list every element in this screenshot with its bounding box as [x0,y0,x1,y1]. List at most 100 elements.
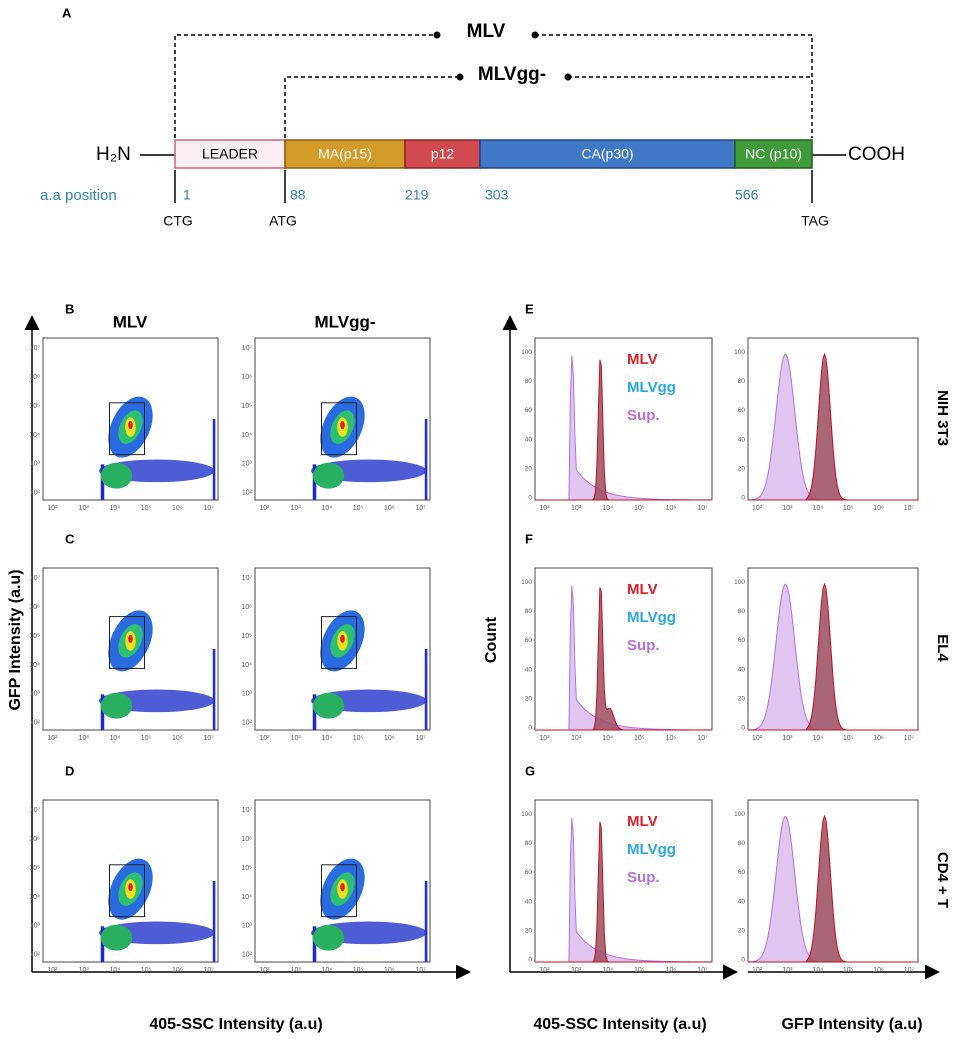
y-tick-label: 10⁶ [29,836,40,843]
x-tick-label: 10² [539,967,550,974]
density [312,926,317,962]
y-tick-label: 0 [528,495,532,502]
density [340,883,345,892]
x-tick-label: 10⁶ [172,735,183,742]
density [312,462,345,489]
y-tick-label: 60 [525,637,533,644]
y-tick-label: 10³ [242,923,253,930]
gate [321,402,357,456]
domain-label: p12 [431,146,455,162]
density [312,692,345,719]
gate [109,616,145,669]
legend-entry: MLVgg [627,841,676,858]
y-tick-label: 0 [528,725,532,732]
x-tick-label: 10² [752,735,763,742]
x-tick-label: 10⁴ [109,967,120,974]
legend-entry: MLVgg [627,379,676,396]
x-tick-label: 10⁵ [843,967,854,974]
legend-entry: Sup. [627,407,660,424]
x-tick-label: 10⁴ [321,505,332,512]
y-tick-label: 10² [30,952,41,959]
y-tick-label: 10³ [30,691,41,698]
histogram [535,359,712,501]
y-tick-label: 10² [30,720,41,727]
panel-label: G [525,763,535,778]
cell-line: NIH 3T3 [934,390,951,446]
x-tick-label: 10⁵ [634,967,645,974]
x-tick-label: 10⁷ [697,967,708,974]
x-tick-label: 10⁶ [172,505,183,512]
position: 303 [485,187,509,203]
x-tick-label: 10³ [79,505,90,512]
x-tick-label: 10⁴ [109,505,120,512]
panel-label: D [65,763,74,778]
density [128,883,133,892]
gate [321,864,357,918]
domain [404,139,481,169]
x-tick-label: 10⁷ [904,735,915,742]
x-tick-label: 10⁵ [353,967,364,974]
y-tick-label: 10⁷ [30,345,41,352]
mlvgg-label: MLVgg- [478,64,546,85]
x-tick-label: 10² [47,967,58,974]
density [212,881,216,962]
legend-entry: MLV [627,351,658,368]
x-tick-label: 10² [539,735,550,742]
y-tick-label: 0 [741,495,745,502]
y-tick-label: 60 [525,407,533,414]
x-tick-label: 10⁶ [384,967,395,974]
domain [734,139,813,169]
y-tick-label: 10³ [242,691,253,698]
y-tick-label: 40 [525,898,533,905]
density [340,634,345,643]
y-tick-label: 10⁷ [242,345,253,352]
x-tick-label: 10⁵ [353,735,364,742]
x-tick-label: 10² [752,505,763,512]
y-tick-label: 10⁴ [241,894,252,901]
mlv-label: MLV [467,21,506,42]
y-tick-label: 80 [738,840,746,847]
density [128,634,133,643]
column-header: MLV [113,312,148,331]
domain-bar: LEADER MA(p15) p12 CA(p30) NC (p10) [174,139,813,169]
density [424,419,428,500]
x-tick-label: 10² [752,967,763,974]
plot-frame [534,337,713,501]
x-tick-label: 10³ [571,967,582,974]
x-tick-label: 10⁵ [634,505,645,512]
x-tick-label: 10³ [782,735,793,742]
x-tick-label: 10⁷ [203,967,214,974]
x-tick-label: 10⁷ [904,967,915,974]
y-tick-label: 100 [734,349,745,356]
x-tick-label: 10⁵ [353,505,364,512]
y-tick-label: 10⁶ [241,374,252,381]
y-tick-label: 10² [242,952,253,959]
density [128,421,133,430]
y-tick-label: 60 [738,869,746,876]
x-tick-label: 10³ [782,967,793,974]
y-tick-label: 10⁶ [29,374,40,381]
x-tick-label: 10⁵ [843,505,854,512]
x-tick-label: 10² [259,505,270,512]
legend-entry: MLV [627,813,658,830]
histogram [748,352,918,501]
x-tick-label: 10² [539,505,550,512]
y-tick-label: 10³ [242,461,253,468]
y-tick-label: 10⁴ [29,894,40,901]
panel-label: F [525,531,533,546]
density [212,649,216,730]
x-tick-label: 10³ [571,505,582,512]
y-tick-label: 20 [525,928,533,935]
x-tick-label: 10⁶ [873,505,884,512]
y-tick-label: 10⁴ [29,432,40,439]
x-tick-label: 10³ [79,735,90,742]
dot [531,31,539,39]
domain [479,139,736,169]
x-tick-label: 10⁴ [812,967,823,974]
y-tick-label: 10³ [30,461,41,468]
x-tick-label: 10⁷ [415,967,426,974]
y-tick-label: 60 [738,637,746,644]
y-tick-label: 10⁵ [29,865,40,872]
y-tick-label: 0 [741,725,745,732]
